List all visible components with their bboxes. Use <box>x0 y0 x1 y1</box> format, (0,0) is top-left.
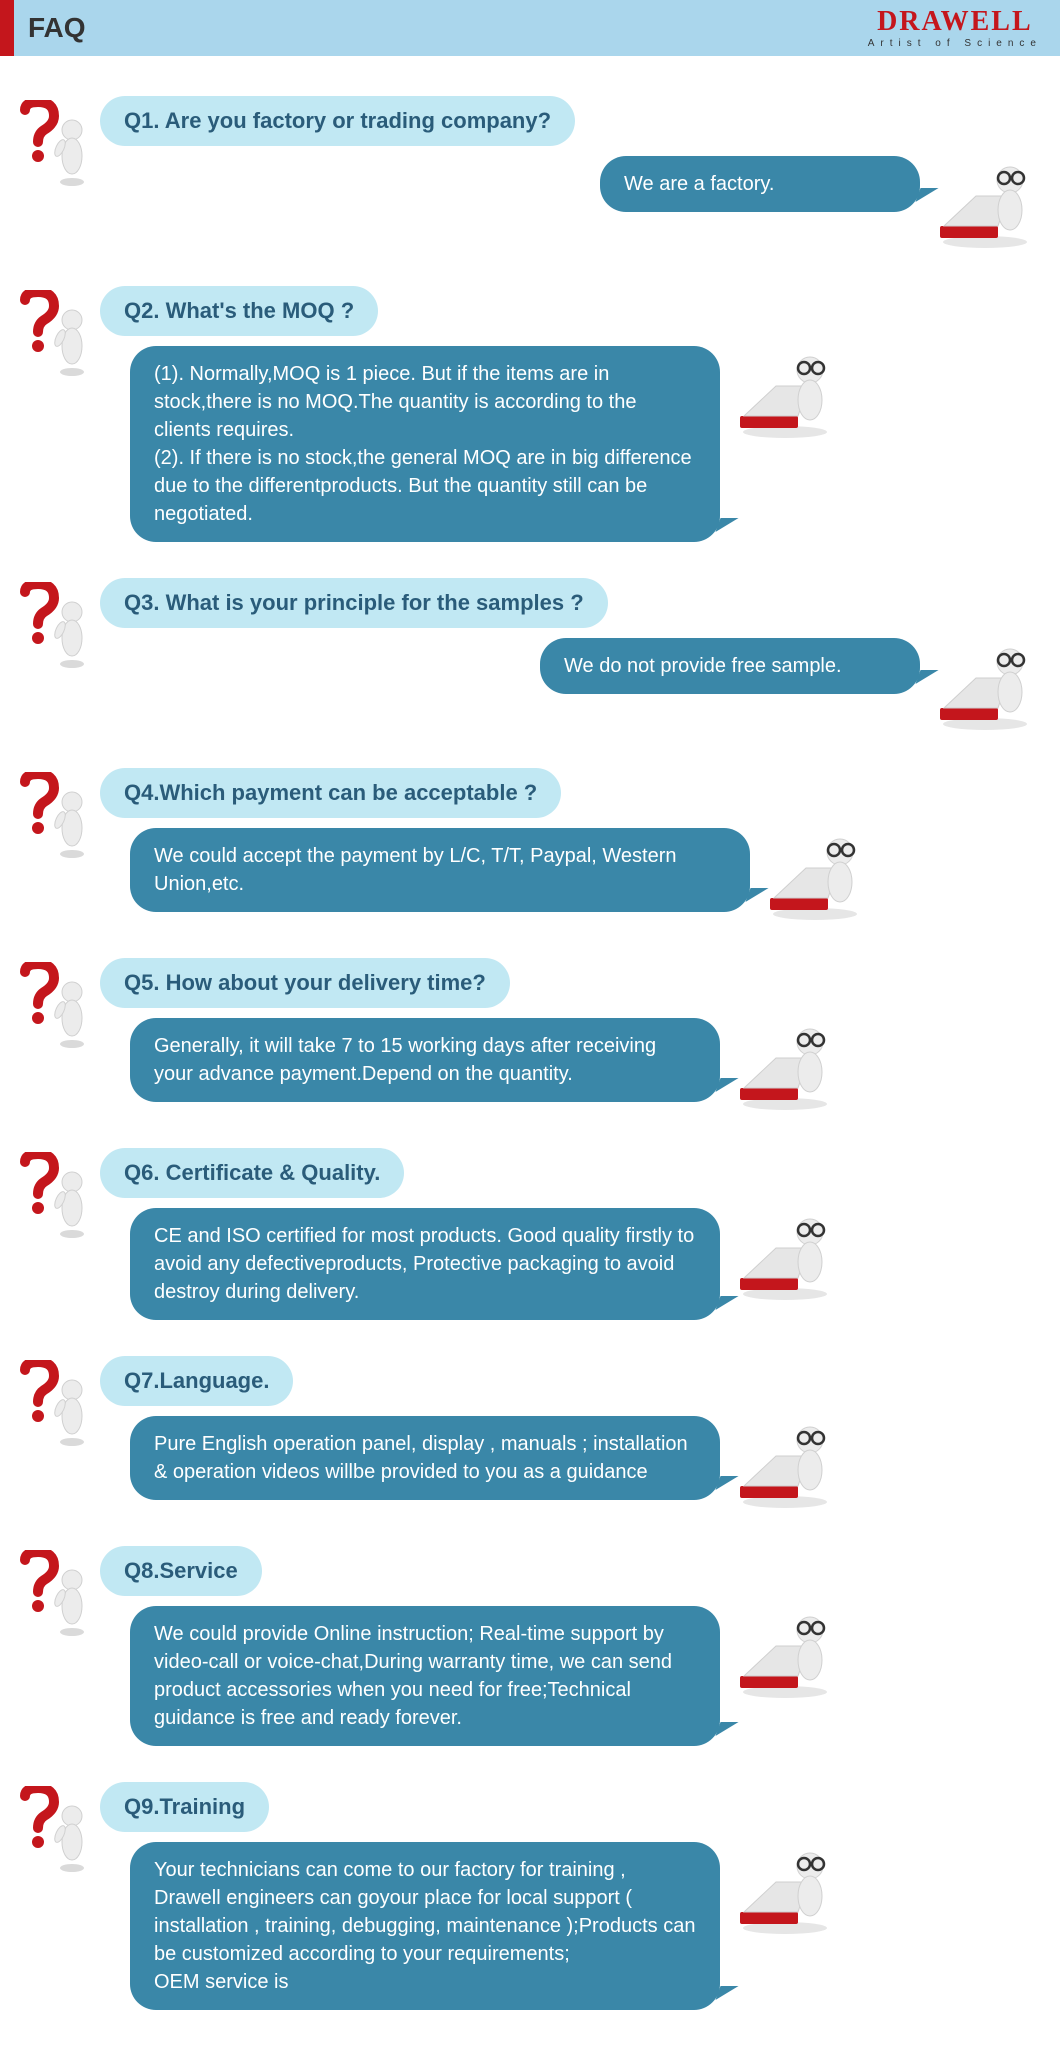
question-bubble: Q2. What's the MOQ ? <box>100 286 378 336</box>
faq-item: Q6. Certificate & Quality. CE and ISO cer… <box>20 1148 1040 1320</box>
question-bubble: Q3. What is your principle for the sampl… <box>100 578 608 628</box>
faq-main: Q7.Language. Pure English operation panel… <box>100 1356 1040 1510</box>
answer-bubble: (1). Normally,MOQ is 1 piece. But if the… <box>130 346 720 542</box>
faq-item: Q8.Service We could provide Online instru… <box>20 1546 1040 1746</box>
answer-row: Your technicians can come to our factory… <box>130 1842 1040 2010</box>
answer-avatar-icon <box>730 1208 840 1302</box>
faq-main: Q9.Training Your technicians can come to … <box>100 1782 1040 2010</box>
question-mark-icon <box>20 958 100 1052</box>
faq-item: Q9.Training Your technicians can come to … <box>20 1782 1040 2010</box>
question-mark-icon <box>20 1148 100 1242</box>
answer-avatar-icon <box>730 1842 840 1936</box>
answer-avatar-icon <box>930 638 1040 732</box>
faq-main: Q2. What's the MOQ ? (1). Normally,MOQ is… <box>100 286 1040 542</box>
faq-item: Q5. How about your delivery time? General… <box>20 958 1040 1112</box>
question-bubble: Q4.Which payment can be acceptable ? <box>100 768 561 818</box>
question-mark-icon <box>20 1546 100 1640</box>
logo-tagline: Artist of Science <box>868 38 1042 49</box>
question-bubble: Q5. How about your delivery time? <box>100 958 510 1008</box>
answer-bubble: We could provide Online instruction; Rea… <box>130 1606 720 1746</box>
answer-bubble: Generally, it will take 7 to 15 working … <box>130 1018 720 1102</box>
question-mark-icon <box>20 1782 100 1876</box>
faq-main: Q6. Certificate & Quality. CE and ISO cer… <box>100 1148 1040 1320</box>
question-bubble: Q1. Are you factory or trading company? <box>100 96 575 146</box>
answer-bubble: Pure English operation panel, display , … <box>130 1416 720 1500</box>
brand-logo: DRAWELL Artist of Science <box>868 6 1042 49</box>
faq-item: Q2. What's the MOQ ? (1). Normally,MOQ is… <box>20 286 1040 542</box>
question-mark-icon <box>20 578 100 672</box>
answer-row: CE and ISO certified for most products. … <box>130 1208 1040 1320</box>
question-bubble: Q6. Certificate & Quality. <box>100 1148 404 1198</box>
answer-row: Pure English operation panel, display , … <box>130 1416 1040 1510</box>
logo-text: DRAWELL <box>868 6 1042 38</box>
faq-main: Q8.Service We could provide Online instru… <box>100 1546 1040 1746</box>
faq-main: Q5. How about your delivery time? General… <box>100 958 1040 1112</box>
answer-row: We do not provide free sample. <box>100 638 1040 732</box>
faq-main: Q3. What is your principle for the sampl… <box>100 578 1040 732</box>
answer-bubble: We could accept the payment by L/C, T/T,… <box>130 828 750 912</box>
answer-row: (1). Normally,MOQ is 1 piece. But if the… <box>130 346 1040 542</box>
answer-avatar-icon <box>730 346 840 440</box>
question-mark-icon <box>20 96 100 190</box>
answer-row: Generally, it will take 7 to 15 working … <box>130 1018 1040 1112</box>
faq-item: Q4.Which payment can be acceptable ? We c… <box>20 768 1040 922</box>
answer-row: We could accept the payment by L/C, T/T,… <box>130 828 1040 922</box>
answer-avatar-icon <box>930 156 1040 250</box>
page-title: FAQ <box>28 12 86 44</box>
answer-row: We are a factory. <box>100 156 1040 250</box>
faq-main: Q4.Which payment can be acceptable ? We c… <box>100 768 1040 922</box>
question-mark-icon <box>20 286 100 380</box>
answer-avatar-icon <box>730 1416 840 1510</box>
faq-item: Q1. Are you factory or trading company? W… <box>20 96 1040 250</box>
answer-row: We could provide Online instruction; Rea… <box>130 1606 1040 1746</box>
answer-bubble: Your technicians can come to our factory… <box>130 1842 720 2010</box>
faq-main: Q1. Are you factory or trading company? W… <box>100 96 1040 250</box>
faq-header: FAQ DRAWELL Artist of Science <box>0 0 1060 56</box>
answer-avatar-icon <box>760 828 870 922</box>
question-mark-icon <box>20 768 100 862</box>
header-accent-bar <box>0 0 14 56</box>
question-bubble: Q9.Training <box>100 1782 269 1832</box>
faq-item: Q3. What is your principle for the sampl… <box>20 578 1040 732</box>
faq-list: Q1. Are you factory or trading company? W… <box>0 56 1060 2066</box>
faq-item: Q7.Language. Pure English operation panel… <box>20 1356 1040 1510</box>
answer-bubble: We are a factory. <box>600 156 920 212</box>
question-mark-icon <box>20 1356 100 1450</box>
answer-avatar-icon <box>730 1606 840 1700</box>
answer-avatar-icon <box>730 1018 840 1112</box>
question-bubble: Q7.Language. <box>100 1356 293 1406</box>
answer-bubble: CE and ISO certified for most products. … <box>130 1208 720 1320</box>
question-bubble: Q8.Service <box>100 1546 262 1596</box>
answer-bubble: We do not provide free sample. <box>540 638 920 694</box>
